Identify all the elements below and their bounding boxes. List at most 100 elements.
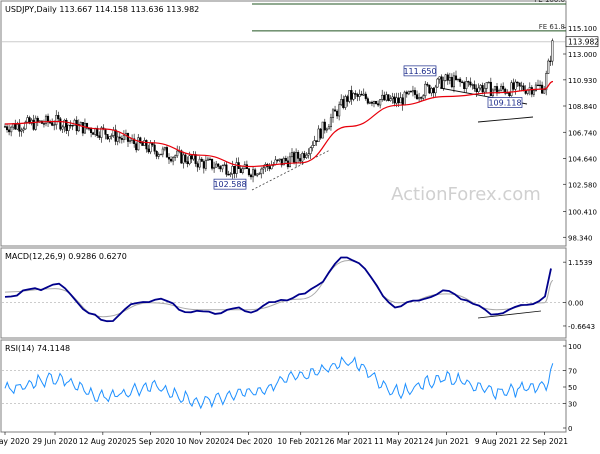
candle	[321, 121, 324, 139]
candle	[198, 158, 201, 168]
candle	[372, 100, 376, 104]
candle	[377, 103, 380, 106]
price-y-tick-label: 102.580	[568, 181, 597, 189]
candle	[215, 163, 218, 168]
candle	[360, 93, 363, 96]
candle	[53, 124, 56, 126]
candle	[133, 138, 136, 144]
candle	[536, 84, 540, 87]
rsi-y-tick-label: 100	[568, 343, 581, 351]
x-tick-label: 26 Mar 2021	[325, 437, 373, 446]
macd-panel-frame	[0, 247, 567, 339]
watermark: ActionForex.com	[391, 184, 541, 205]
candle	[221, 165, 224, 170]
candle	[340, 99, 343, 106]
price-y-axis: 98.340 100.410 102.580 104.640 106.740 108.84…	[563, 25, 597, 242]
candle	[20, 129, 23, 132]
x-tick-label: 24 Dec 2020	[225, 437, 273, 446]
candle	[241, 168, 244, 173]
candle	[227, 174, 230, 176]
candle	[151, 143, 154, 146]
candle	[459, 78, 462, 83]
candle	[293, 152, 296, 163]
candle	[217, 163, 220, 167]
candle	[315, 140, 318, 142]
macd-signal-line	[4, 259, 554, 318]
candle	[77, 124, 80, 132]
candle	[432, 88, 435, 94]
candle	[336, 110, 339, 117]
candle	[303, 153, 306, 158]
candle	[473, 84, 476, 89]
candle	[405, 91, 408, 95]
candle	[301, 153, 304, 162]
candle	[172, 157, 175, 162]
fib-levels: FE 100.0 FE 61.8	[252, 0, 566, 32]
candle	[514, 81, 517, 90]
candle	[483, 88, 486, 93]
candle	[235, 162, 238, 174]
candle	[184, 154, 187, 162]
macd-y-axis: 1.1539 0.00 -0.6643	[563, 259, 595, 331]
candle	[375, 100, 378, 104]
candle	[520, 85, 523, 87]
candle	[85, 122, 89, 129]
macd-y-tick-label: 0.00	[568, 300, 584, 308]
candle	[489, 81, 492, 97]
triangle-lower-line	[477, 116, 534, 123]
candle	[149, 143, 152, 153]
candle	[389, 98, 392, 101]
candle	[370, 101, 373, 104]
candle	[274, 159, 277, 165]
candle	[450, 77, 453, 88]
candle	[493, 86, 496, 91]
candle	[549, 60, 552, 63]
moving-average-line	[4, 80, 554, 168]
candle	[204, 159, 207, 169]
price-panel-title: USDJPY,Daily 113.667 114.158 113.636 113…	[5, 5, 199, 14]
candle	[42, 123, 46, 125]
rsi-y-tick-label: 70	[568, 368, 577, 376]
candle	[467, 81, 470, 83]
candle	[137, 137, 140, 151]
candle	[188, 155, 191, 165]
candle	[299, 158, 302, 162]
candle	[81, 122, 84, 134]
candle	[61, 126, 64, 130]
candle	[485, 82, 488, 89]
candle	[223, 164, 226, 166]
macd-main-line	[4, 256, 552, 323]
candle	[440, 76, 443, 89]
candle	[346, 96, 349, 102]
candle	[444, 74, 447, 81]
candle	[36, 117, 39, 123]
candle	[108, 136, 111, 140]
candle	[454, 75, 458, 80]
candle	[434, 86, 437, 94]
candle	[295, 152, 298, 163]
fib-level-label: FE 61.8	[539, 23, 565, 31]
candle	[379, 99, 382, 106]
candle	[30, 119, 33, 124]
price-annotation-label: 111.650	[403, 67, 436, 76]
candle	[79, 122, 82, 125]
candle	[8, 129, 11, 133]
candle	[200, 158, 203, 162]
candle	[229, 173, 232, 175]
candle	[6, 126, 9, 131]
x-tick-label: 10 Feb 2021	[277, 437, 324, 446]
candle	[387, 94, 390, 101]
candle	[448, 77, 451, 81]
candle	[413, 90, 417, 95]
candle	[194, 154, 197, 164]
candle	[231, 165, 234, 175]
candle	[122, 134, 125, 140]
candle	[34, 117, 37, 130]
candle	[500, 85, 503, 91]
candle	[100, 127, 103, 138]
candle	[170, 158, 173, 162]
candle	[141, 142, 144, 146]
macd-panel-title: MACD(12,26,9) 0.9286 0.6270	[5, 252, 127, 261]
candle	[551, 40, 554, 62]
